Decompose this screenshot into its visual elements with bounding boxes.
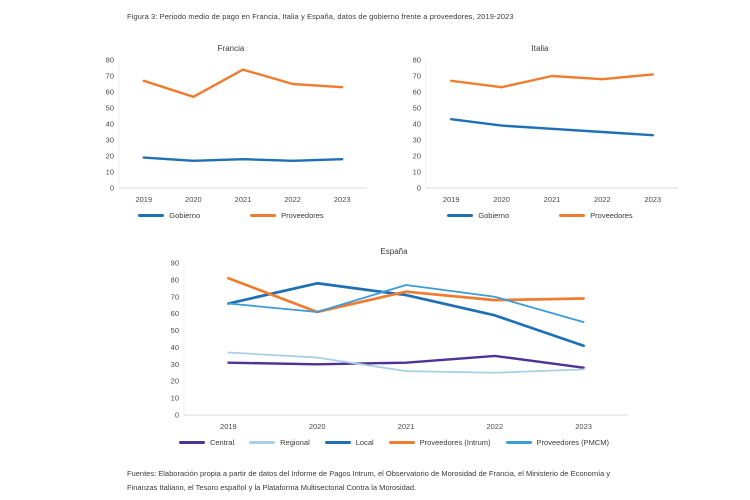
legend-label-proveedores: Proveedores bbox=[281, 211, 324, 220]
line-local bbox=[227, 281, 585, 348]
legend-item-regional: Regional bbox=[249, 438, 310, 447]
x-axis-tick-label: 2021 bbox=[544, 195, 561, 204]
figure-caption: Figura 3: Periodo medio de pago en Franc… bbox=[127, 12, 514, 21]
legend-item-gobierno: Gobierno bbox=[447, 211, 509, 220]
francia-line-plot: 0 10 20 30 40 50 60 70 80 2019 2020 2021 2022 2023 bbox=[106, 56, 367, 204]
x-axis-tick-label: 2019 bbox=[220, 422, 237, 431]
legend-label-central: Central bbox=[209, 438, 235, 447]
legend-swatch-local bbox=[324, 441, 351, 444]
y-axis-tick-label: 20 bbox=[413, 152, 421, 161]
y-axis-tick-label: 60 bbox=[171, 309, 179, 318]
legend-label-gobierno: Gobierno bbox=[478, 211, 510, 220]
legend-item-central: Central bbox=[178, 438, 235, 447]
y-axis-tick-label: 30 bbox=[106, 136, 114, 145]
source-note: Fuentes: Elaboración propia a partir de … bbox=[127, 469, 611, 492]
x-axis-tick-label: 2023 bbox=[575, 422, 592, 431]
legend-swatch-proveedores-intrum bbox=[388, 441, 415, 444]
legend-swatch-proveedores bbox=[559, 214, 586, 217]
x-axis-tick-label: 2022 bbox=[486, 422, 503, 431]
y-axis-tick-label: 20 bbox=[106, 152, 114, 161]
y-axis-tick-label: 10 bbox=[171, 394, 179, 403]
y-axis-tick-label: 0 bbox=[417, 184, 421, 193]
legend-label-proveedores-intrum: Proveedores (Intrum) bbox=[419, 438, 491, 447]
legend-item-proveedores: Proveedores bbox=[559, 211, 633, 220]
legend-label-regional: Regional bbox=[280, 438, 310, 447]
line-regional bbox=[227, 351, 585, 374]
x-axis-tick-label: 2019 bbox=[135, 195, 152, 204]
legend-label-gobierno: Gobierno bbox=[169, 211, 201, 220]
y-axis-tick-label: 0 bbox=[110, 184, 114, 193]
legend-label-local: Local bbox=[355, 438, 374, 447]
y-axis-tick-label: 0 bbox=[175, 411, 179, 420]
x-axis-tick-label: 2023 bbox=[334, 195, 351, 204]
chart-espana: España 0 10 20 30 40 50 60 70 80 90 2019 2020 2021 20… bbox=[150, 247, 638, 447]
legend-swatch-gobierno bbox=[138, 214, 165, 217]
italia-line-plot: 0 10 20 30 40 50 60 70 80 2019 2020 2021 2022 2023 bbox=[413, 56, 678, 204]
x-axis-tick-label: 2021 bbox=[235, 195, 252, 204]
y-axis-tick-label: 90 bbox=[171, 259, 179, 268]
espana-line-plot: 0 10 20 30 40 50 60 70 80 90 2019 2020 2021 2022 2023 bbox=[171, 259, 628, 431]
legend-swatch-proveedores-pmcm bbox=[505, 441, 532, 444]
italia-legend: Gobierno Proveedores bbox=[392, 211, 688, 220]
legend-swatch-central bbox=[178, 441, 205, 444]
y-axis-tick-label: 80 bbox=[171, 275, 179, 284]
y-axis-tick-label: 20 bbox=[171, 377, 179, 386]
legend-item-proveedores-intrum: Proveedores (Intrum) bbox=[388, 438, 491, 447]
x-axis-tick-label: 2020 bbox=[309, 422, 326, 431]
legend-item-proveedores-pmcm: Proveedores (PMCM) bbox=[505, 438, 610, 447]
legend-label-proveedores: Proveedores bbox=[590, 211, 633, 220]
y-axis-tick-label: 70 bbox=[106, 72, 114, 81]
y-axis-tick-label: 60 bbox=[106, 88, 114, 97]
line-gobierno bbox=[142, 156, 344, 163]
y-axis-tick-label: 50 bbox=[106, 104, 114, 113]
y-axis-tick-label: 30 bbox=[171, 360, 179, 369]
chart-francia: Francia 0 10 20 30 40 50 60 70 80 2019 2020 2021 202… bbox=[85, 44, 377, 220]
legend-item-proveedores: Proveedores bbox=[250, 211, 324, 220]
x-axis-tick-label: 2020 bbox=[493, 195, 510, 204]
y-axis-tick-label: 50 bbox=[171, 326, 179, 335]
line-proveedores bbox=[142, 68, 344, 98]
y-axis-tick-label: 40 bbox=[106, 120, 114, 129]
y-axis-tick-label: 80 bbox=[106, 56, 114, 65]
legend-item-gobierno: Gobierno bbox=[138, 211, 200, 220]
chart-title-espana: España bbox=[380, 247, 408, 256]
line-proveedores-intrum bbox=[227, 276, 585, 314]
chart-title-italia: Italia bbox=[531, 44, 549, 53]
chart-italia: Italia 0 10 20 30 40 50 60 70 80 2019 2020 2021 2022… bbox=[392, 44, 688, 220]
y-axis-tick-label: 70 bbox=[413, 72, 421, 81]
x-axis-tick-label: 2022 bbox=[284, 195, 301, 204]
francia-legend: Gobierno Proveedores bbox=[85, 211, 377, 220]
y-axis-tick-label: 10 bbox=[106, 168, 114, 177]
y-axis-tick-label: 70 bbox=[171, 292, 179, 301]
legend-swatch-proveedores bbox=[250, 214, 277, 217]
y-axis-tick-label: 40 bbox=[171, 343, 179, 352]
chart-title-francia: Francia bbox=[217, 44, 245, 53]
espana-legend: Central Regional Local Proveedores (Intrum)… bbox=[150, 438, 638, 447]
legend-swatch-gobierno bbox=[447, 214, 474, 217]
y-axis-tick-label: 10 bbox=[413, 168, 421, 177]
line-central bbox=[227, 354, 585, 369]
y-axis-tick-label: 80 bbox=[413, 56, 421, 65]
legend-swatch-regional bbox=[249, 441, 276, 444]
line-proveedores-pmcm bbox=[227, 284, 585, 324]
line-gobierno bbox=[450, 117, 654, 137]
y-axis-tick-label: 50 bbox=[413, 104, 421, 113]
x-axis-tick-label: 2023 bbox=[644, 195, 661, 204]
x-axis-tick-label: 2019 bbox=[443, 195, 460, 204]
legend-item-local: Local bbox=[324, 438, 374, 447]
y-axis-tick-label: 60 bbox=[413, 88, 421, 97]
x-axis-tick-label: 2022 bbox=[594, 195, 611, 204]
x-axis-tick-label: 2021 bbox=[398, 422, 415, 431]
line-proveedores bbox=[450, 73, 654, 89]
x-axis-tick-label: 2020 bbox=[185, 195, 202, 204]
y-axis-tick-label: 40 bbox=[413, 120, 421, 129]
y-axis-tick-label: 30 bbox=[413, 136, 421, 145]
legend-label-proveedores-pmcm: Proveedores (PMCM) bbox=[536, 438, 610, 447]
